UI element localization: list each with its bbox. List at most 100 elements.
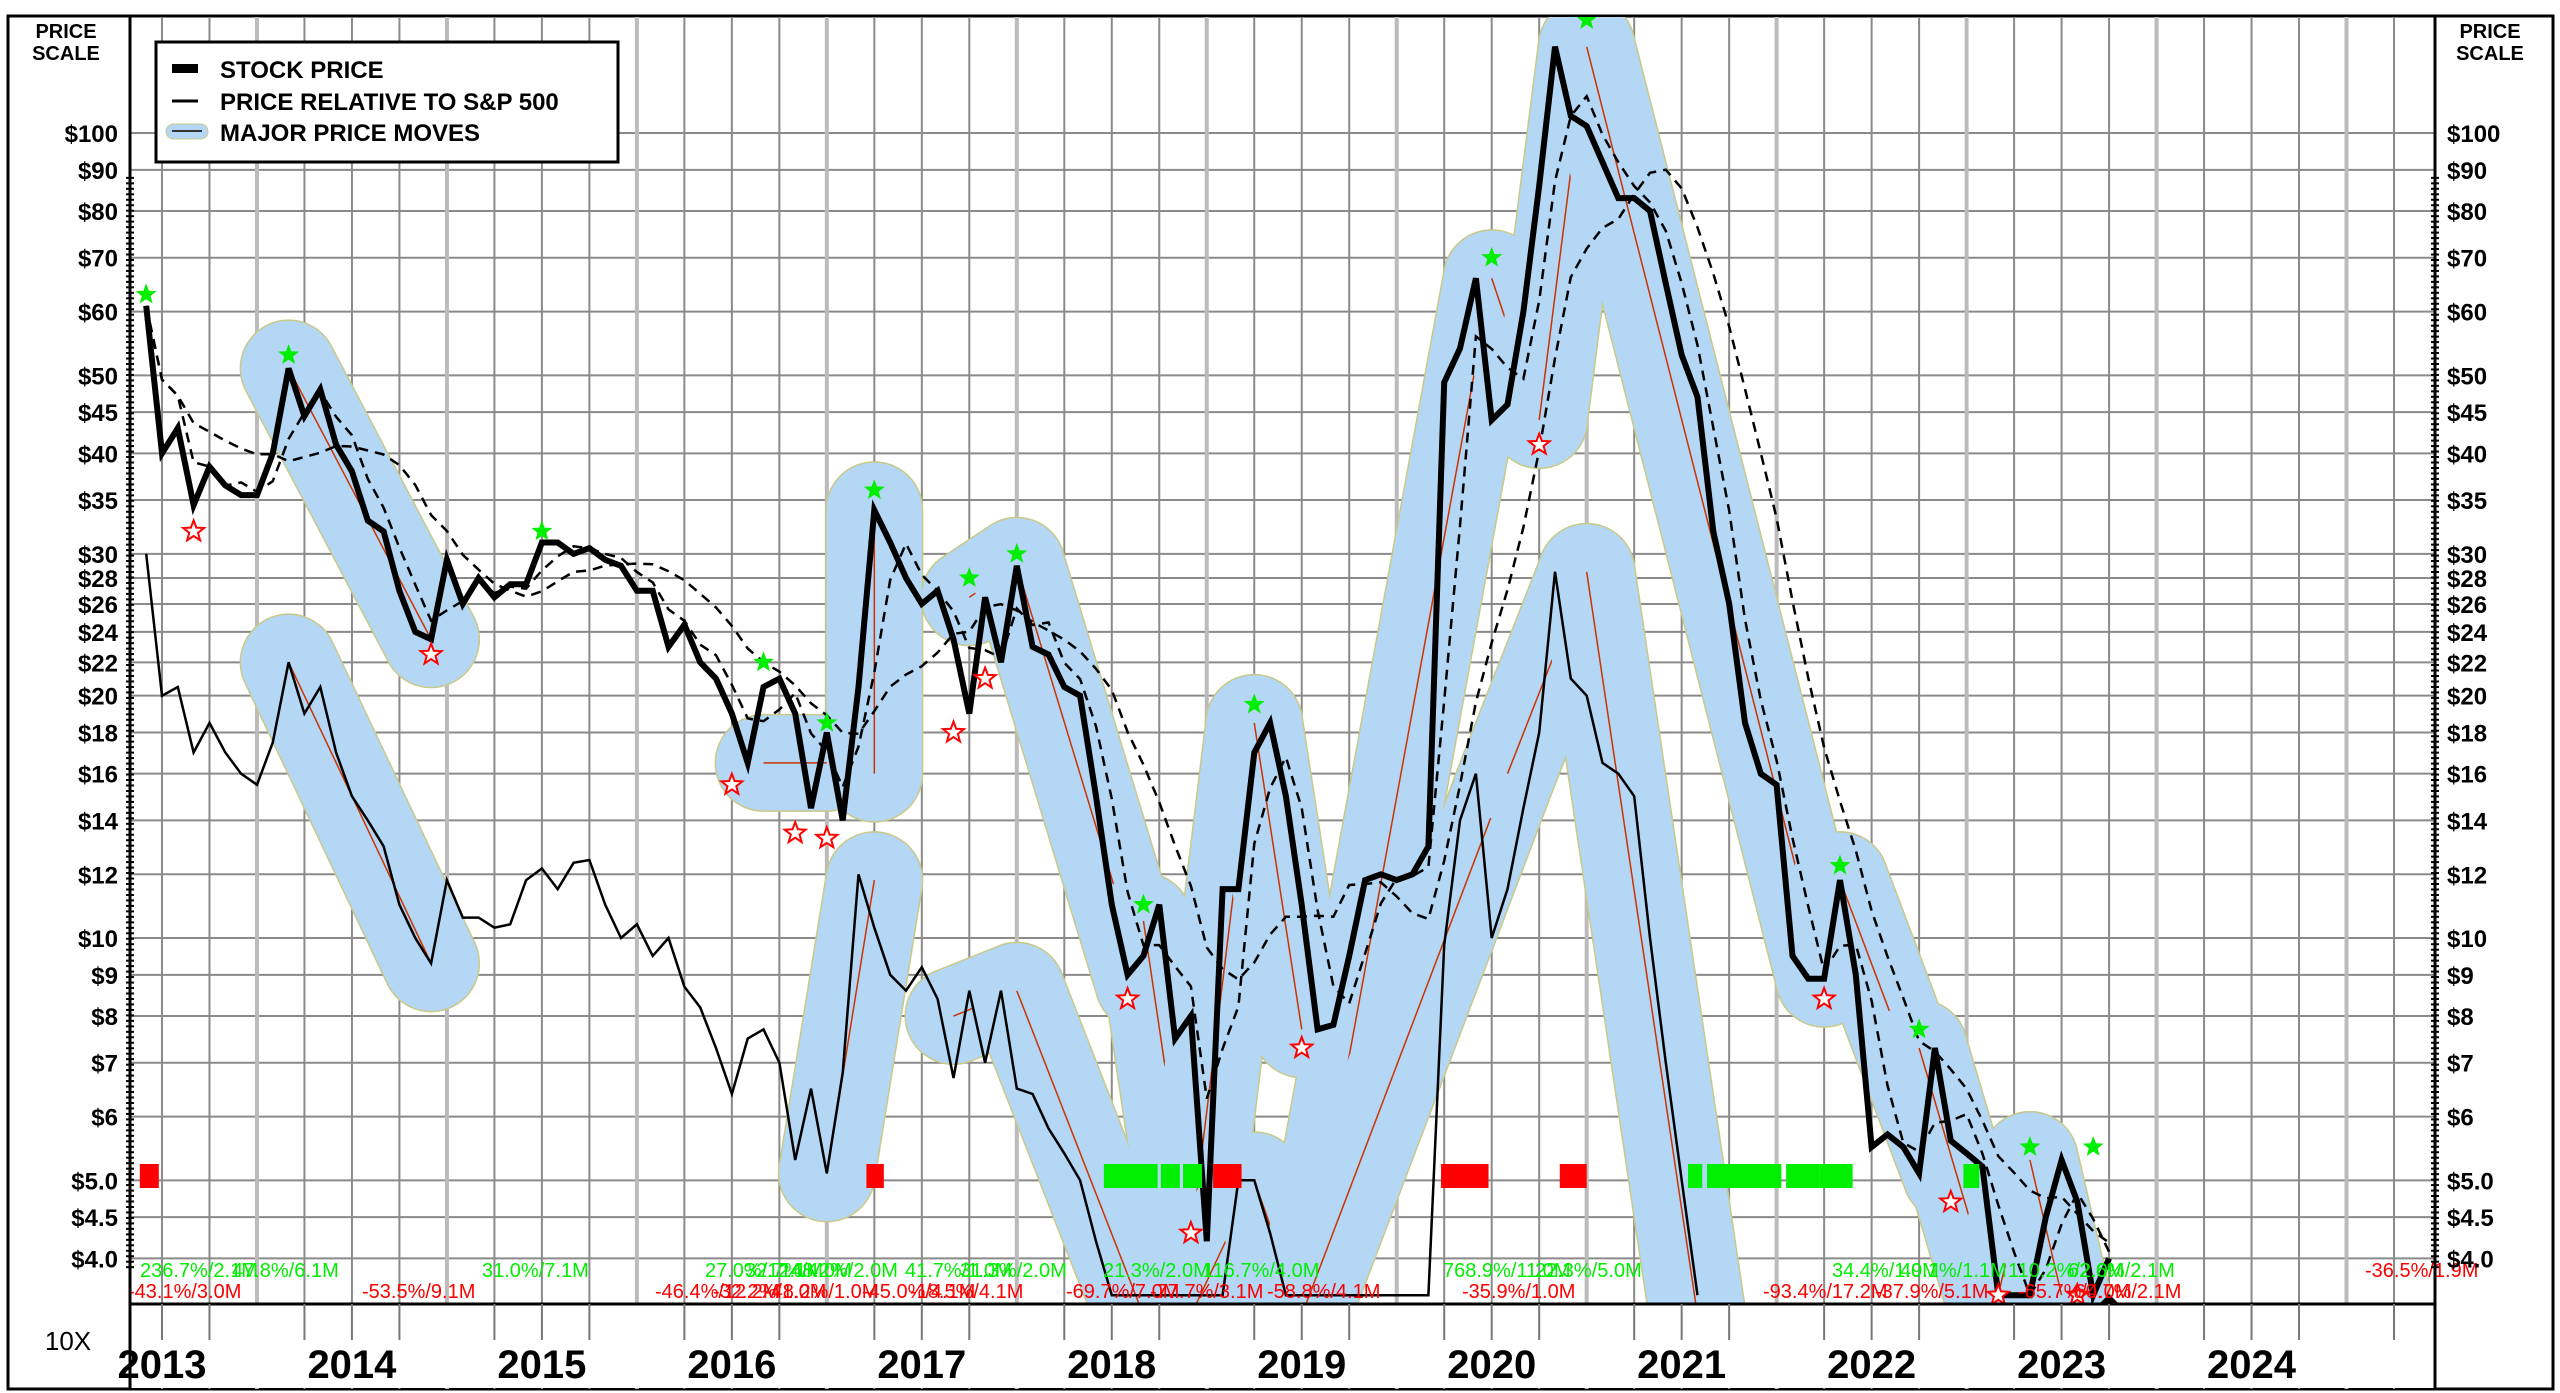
move-annotation: -43.1%/3.0M [128, 1281, 241, 1303]
red-signal-bar [866, 1164, 884, 1188]
move-annotation: -18.5%/4.1M [910, 1281, 1023, 1303]
y-tick-label-left: $12 [78, 862, 118, 889]
trough-star-icon [1288, 1034, 1315, 1060]
peak-star-icon [2082, 1136, 2104, 1156]
move-annotation: 116.7%/4.0M [1203, 1260, 1319, 1282]
left-axis-title-1: PRICE [35, 21, 96, 43]
y-tick-label-right: $5.0 [2447, 1168, 2494, 1195]
signal-bars [139, 1164, 2119, 1312]
y-tick-label-left: $100 [65, 121, 118, 148]
year-label: 2015 [497, 1343, 586, 1387]
red-signal-bar [1441, 1164, 1489, 1188]
move-annotation: -48.2%/1.0M [765, 1281, 878, 1303]
y-tick-label-right: $24 [2447, 620, 2488, 647]
y-tick-label-right: $70 [2447, 246, 2487, 273]
move-annotation: 27.0%/12.1M [705, 1260, 823, 1282]
year-label: 2016 [687, 1343, 776, 1387]
move-annotation: 31.3%/2.0M [960, 1260, 1067, 1282]
y-tick-label-left: $24 [78, 620, 119, 647]
y-tick-label-right: $28 [2447, 566, 2487, 593]
move-annotation: 148.2%/2.0M [780, 1260, 898, 1282]
trough-star-icon [971, 664, 999, 690]
peak-star-icon [1576, 17, 1597, 29]
move-annotation: 31.0%/7.1M [482, 1260, 589, 1282]
peak-star-icon [816, 711, 838, 732]
year-label: 2021 [1637, 1343, 1726, 1387]
right-axis-title-1: PRICE [2459, 21, 2520, 43]
y-tick-label-right: $90 [2447, 158, 2487, 185]
legend-stock-price: STOCK PRICE [220, 57, 384, 84]
y-tick-label-left: $8 [91, 1004, 118, 1031]
y-tick-label-right: $4.0 [2447, 1246, 2494, 1273]
y-tick-label-left: $22 [78, 650, 118, 677]
move-annotation: -60.7%/2.1M [2068, 1281, 2181, 1303]
y-tick-label-right: $40 [2447, 441, 2487, 468]
y-tick-label-right: $14 [2447, 808, 2488, 835]
peak-star-icon [1829, 854, 1851, 875]
y-tick-label-left: $7 [91, 1051, 118, 1078]
trough-star-icon [417, 640, 445, 666]
y-tick-label-left: $30 [78, 542, 118, 569]
trough-star-icon [1985, 1281, 2012, 1304]
move-annotation: 41.7%/1.0M [905, 1260, 1012, 1282]
green-signal-bar [1160, 1164, 1180, 1188]
y-tick-label-right: $22 [2447, 650, 2487, 677]
trough-star-icon [2064, 1281, 2091, 1304]
trough-star-icon [180, 517, 207, 543]
move-annotation: -36.5%/1.9M [2365, 1260, 2478, 1282]
peak-star-icon [1133, 893, 1154, 914]
trough-star-icon [718, 770, 745, 797]
green-signal-bar [1786, 1164, 1820, 1188]
y-tick-label-right: $35 [2447, 488, 2487, 515]
red-signal-bar [139, 1164, 159, 1188]
y-tick-label-right: $7 [2447, 1051, 2474, 1078]
year-label: 2018 [1067, 1343, 1156, 1387]
long-moving-average [144, 168, 2110, 1244]
short-moving-average [144, 93, 2111, 1299]
y-tick-label-right: $18 [2447, 721, 2487, 748]
trough-star-icon [1811, 985, 1838, 1011]
year-label: 2022 [1827, 1343, 1916, 1387]
y-tick-label-right: $50 [2447, 363, 2487, 390]
y-tick-label-left: $10 [78, 926, 118, 953]
y-tick-label-right: $10 [2447, 926, 2487, 953]
move-annotation: 22.3%/5.0M [1535, 1260, 1642, 1282]
stock-price-swatch [172, 64, 198, 73]
y-tick-label-right: $30 [2447, 542, 2487, 569]
year-label: 2013 [117, 1343, 206, 1387]
y-axis-ticks: $100 $100 $90 $90 $80 $80 $70 $70 $60 $60 $50 $50 $4… [65, 121, 2501, 1273]
move-annotation: 236.7%/2.1M [140, 1260, 258, 1282]
move-annotation: -37.9%/5.1M [1875, 1281, 1988, 1303]
peak-star-icon [1243, 693, 1265, 714]
move-annotation: 49.1%/1.1M [1900, 1260, 2007, 1282]
year-label: 2019 [1257, 1343, 1346, 1387]
move-annotation: -53.5%/9.1M [362, 1281, 475, 1303]
red-signal-bar [1559, 1164, 1587, 1188]
move-annotation: 21.3%/2.0M [1103, 1260, 1210, 1282]
green-signal-bar [1963, 1164, 1980, 1188]
move-annotation: 34.4%/1.0M [1832, 1260, 1939, 1282]
move-annotation: -93.4%/17.2M [1763, 1281, 1888, 1303]
y-tick-label-left: $35 [78, 488, 118, 515]
green-signal-bar [1183, 1164, 1203, 1188]
y-tick-label-left: $70 [78, 246, 118, 273]
peak-star-icon [1481, 246, 1503, 267]
move-annotation: -69.7%/7.0M [1066, 1281, 1179, 1303]
y-tick-label-right: $80 [2447, 199, 2487, 226]
y-tick-label-right: $45 [2447, 400, 2487, 427]
y-tick-label-left: $90 [78, 158, 118, 185]
move-annotation: -65.7%/4.0M [2018, 1281, 2131, 1303]
y-tick-label-left: $80 [78, 199, 118, 226]
move-annotation: -45.0%/4.1M [862, 1281, 975, 1303]
green-signal-bar [1103, 1164, 1158, 1188]
peak-star-icon [958, 567, 980, 587]
move-annotation: -46.4%/12.2M [655, 1281, 780, 1303]
trough-star-icon [1525, 430, 1553, 456]
y-tick-label-left: $18 [78, 721, 118, 748]
y-tick-label-left: $5.0 [71, 1168, 118, 1195]
moving-average-lines [144, 93, 2111, 1299]
y-tick-label-right: $9 [2447, 963, 2474, 990]
y-tick-label-left: $16 [78, 762, 118, 789]
y-tick-label-left: $60 [78, 300, 118, 327]
